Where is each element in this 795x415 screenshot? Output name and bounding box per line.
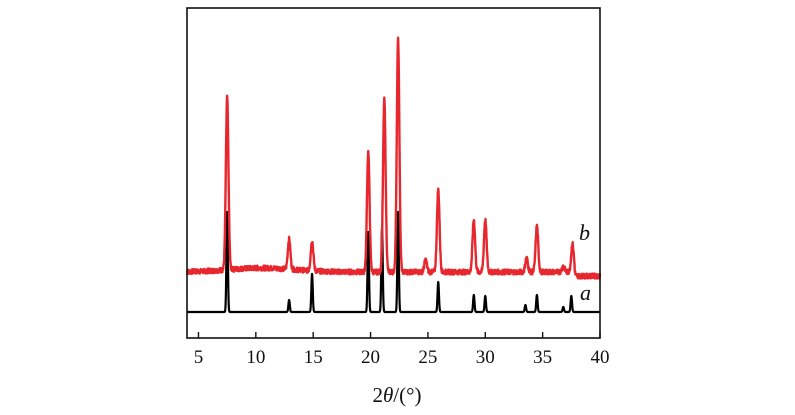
x-tick-label-30: 30 bbox=[476, 347, 495, 368]
x-tick-label-25: 25 bbox=[418, 347, 437, 368]
x-axis-title-suffix: /(°) bbox=[393, 383, 421, 407]
x-tick-label-10: 10 bbox=[246, 347, 265, 368]
x-tick-label-5: 5 bbox=[194, 347, 204, 368]
series-line-a bbox=[186, 210, 601, 314]
curve-label-b: b bbox=[579, 220, 590, 245]
x-tick-label-35: 35 bbox=[533, 347, 552, 368]
x-ticks-group: 5 10 15 20 25 30 35 40 bbox=[194, 332, 610, 368]
series-line-b bbox=[185, 36, 602, 280]
x-tick-label-20: 20 bbox=[361, 347, 380, 368]
x-axis-title-prefix: 2 bbox=[372, 383, 383, 407]
curve-label-a: a bbox=[580, 280, 591, 305]
x-tick-label-40: 40 bbox=[591, 347, 610, 368]
plot-frame bbox=[186, 7, 601, 339]
x-axis-title: 2θ/(°) bbox=[372, 383, 421, 407]
x-tick-label-15: 15 bbox=[304, 347, 323, 368]
plot-border bbox=[186, 7, 601, 339]
curves-group bbox=[185, 36, 602, 314]
x-axis-title-theta: θ bbox=[383, 383, 393, 407]
